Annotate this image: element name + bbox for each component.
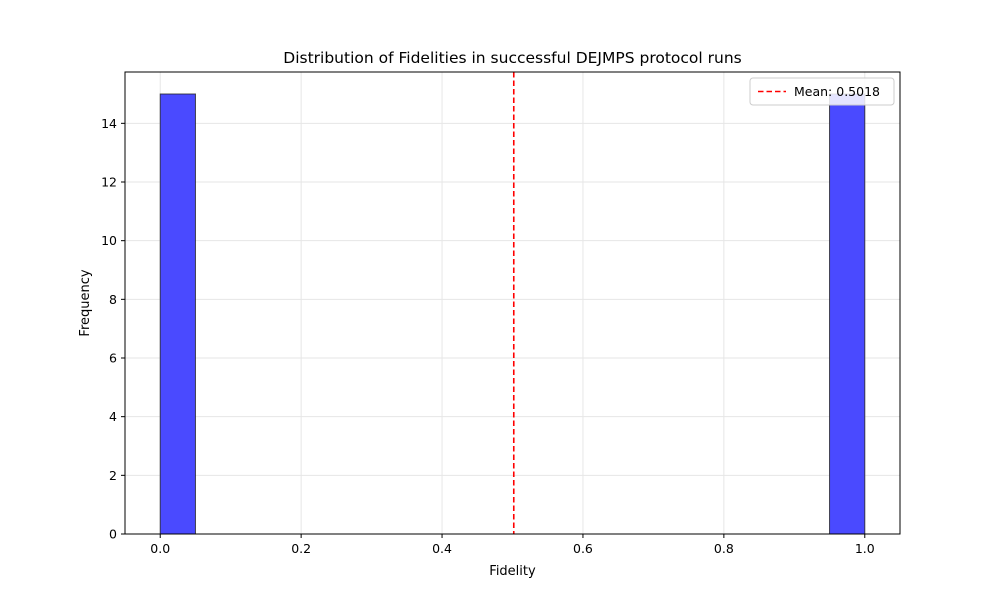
grid bbox=[125, 72, 900, 535]
y-tick-label: 6 bbox=[109, 351, 117, 366]
x-tick-label: 1.0 bbox=[855, 541, 875, 556]
y-tick-label: 0 bbox=[109, 527, 117, 542]
y-tick-label: 4 bbox=[109, 409, 117, 424]
x-tick-label: 0.0 bbox=[150, 541, 170, 556]
chart-title: Distribution of Fidelities in successful… bbox=[283, 49, 741, 67]
y-tick-label: 14 bbox=[101, 116, 117, 131]
legend-box bbox=[749, 77, 895, 106]
x-tick-label: 0.2 bbox=[291, 541, 311, 556]
x-tick-label: 0.8 bbox=[714, 541, 734, 556]
histogram-bar bbox=[159, 93, 196, 535]
legend-mean-label: Mean: 0.5018 bbox=[794, 84, 880, 99]
x-axis-label: Fidelity bbox=[489, 564, 536, 579]
y-tick-label: 2 bbox=[109, 468, 117, 483]
y-tick-label: 10 bbox=[101, 233, 117, 248]
histogram-bar bbox=[829, 93, 866, 535]
y-tick-label: 12 bbox=[101, 175, 117, 190]
ticks: 0.0 0.2 0.4 0.6 0.8 1.0 0 2 4 6 8 10 12 14 bbox=[101, 116, 875, 556]
x-tick-label: 0.6 bbox=[573, 541, 593, 556]
plot-frame bbox=[124, 71, 901, 535]
legend: Mean: 0.5018 bbox=[749, 77, 895, 106]
y-axis-label: Frequency bbox=[78, 269, 93, 336]
y-tick-label: 8 bbox=[109, 292, 117, 307]
bars bbox=[159, 93, 866, 535]
x-tick-label: 0.4 bbox=[432, 541, 452, 556]
